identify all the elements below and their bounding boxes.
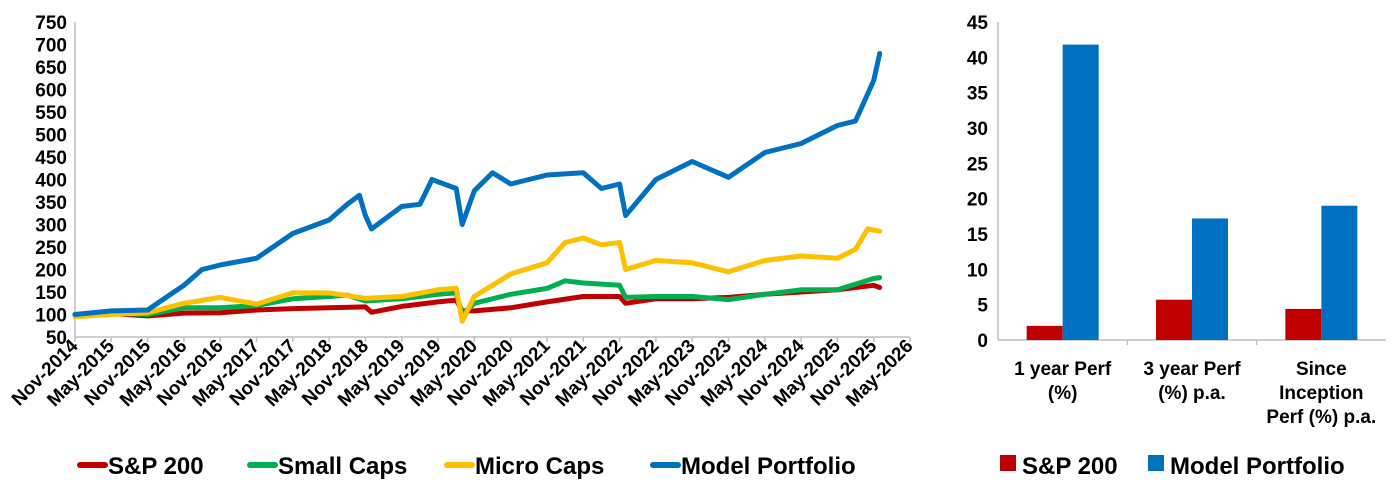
bar-category-label: 3 year Perf xyxy=(1143,359,1241,380)
bar-model-portfolio xyxy=(1062,44,1099,340)
legend-label: S&P 200 xyxy=(108,453,204,480)
bar-y-tick-label: 40 xyxy=(967,48,988,69)
line-y-tick-label: 550 xyxy=(35,103,67,124)
bar-category-label: 1 year Perf xyxy=(1014,359,1112,380)
bar-s-p-200 xyxy=(1026,325,1063,340)
legend-label: Model Portfolio xyxy=(1170,453,1345,480)
legend-label: S&P 200 xyxy=(1022,453,1118,480)
bar-category-label: Perf (%) p.a. xyxy=(1266,407,1376,428)
bar-model-portfolio xyxy=(1321,205,1358,340)
line-y-tick-label: 750 xyxy=(35,13,67,34)
legend-label: Micro Caps xyxy=(475,453,604,480)
line-y-tick-label: 650 xyxy=(35,58,67,79)
line-y-tick-label: 500 xyxy=(35,126,67,147)
legend-label: Model Portfolio xyxy=(681,453,856,480)
bar-category-label: Inception xyxy=(1279,383,1363,404)
series-line-micro-caps xyxy=(72,226,883,324)
bar-s-p-200 xyxy=(1156,299,1192,340)
bar-category-label: (%) p.a. xyxy=(1158,383,1226,404)
bar-model-portfolio xyxy=(1192,218,1228,340)
line-y-tick-label: 450 xyxy=(35,148,67,169)
bar-y-tick-label: 45 xyxy=(967,13,989,34)
bar-y-tick-label: 10 xyxy=(967,260,988,281)
series-line-model-portfolio xyxy=(72,51,883,317)
line-y-tick-label: 250 xyxy=(35,238,67,259)
line-y-tick-label: 150 xyxy=(35,283,67,304)
line-y-tick-label: 200 xyxy=(35,261,67,282)
line-y-tick-label: 350 xyxy=(35,193,67,214)
bar-y-tick-label: 5 xyxy=(977,296,988,317)
bar-y-tick-label: 30 xyxy=(967,119,988,140)
line-y-tick-label: 300 xyxy=(35,216,67,237)
line-y-tick-label: 50 xyxy=(46,328,67,349)
line-y-tick-label: 700 xyxy=(35,36,67,57)
bar-y-tick-label: 0 xyxy=(977,331,988,352)
series-line-small-caps xyxy=(72,275,883,317)
bar-y-tick-label: 35 xyxy=(967,84,989,105)
bar-s-p-200 xyxy=(1285,308,1322,340)
bar-y-tick-label: 25 xyxy=(967,154,989,175)
bar-category-label: Since xyxy=(1296,359,1347,380)
legend-swatch xyxy=(1148,455,1164,471)
line-y-tick-label: 400 xyxy=(35,171,67,192)
bar-category-label: (%) xyxy=(1048,383,1078,404)
bar-y-tick-label: 20 xyxy=(967,190,988,211)
line-chart: 5010015020025030035040045050055060065070… xyxy=(8,13,918,480)
bar-y-tick-label: 15 xyxy=(967,225,989,246)
bar-chart: 0 5 10 15 20 25 30 35 40 45 1 year Perf (%) 3 year P… xyxy=(967,13,1386,480)
line-y-tick-label: 600 xyxy=(35,81,67,102)
legend-label: Small Caps xyxy=(278,453,407,480)
legend-swatch xyxy=(1000,455,1016,471)
line-y-tick-label: 100 xyxy=(35,306,67,327)
